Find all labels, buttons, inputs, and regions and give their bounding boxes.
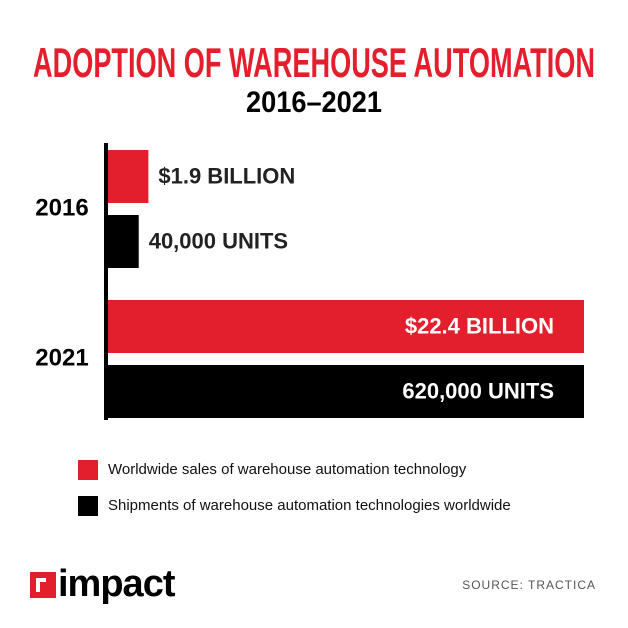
legend-swatch <box>78 496 98 516</box>
legend-label: Worldwide sales of warehouse automation … <box>108 461 467 478</box>
chart-title: ADOPTION OF WAREHOUSE AUTOMATION <box>33 39 595 86</box>
logo: impact <box>30 563 177 605</box>
value-label: $1.9 BILLION <box>158 163 295 188</box>
category-label: 2021 <box>35 344 88 371</box>
bar <box>108 150 149 203</box>
legend-label: Shipments of warehouse automation techno… <box>108 497 511 514</box>
category-label: 2016 <box>35 194 88 221</box>
value-label: 620,000 UNITS <box>402 378 554 403</box>
legend-swatch <box>78 460 98 480</box>
logo-icon <box>30 572 56 598</box>
bar <box>108 365 584 418</box>
value-label: 40,000 UNITS <box>149 228 288 253</box>
bar <box>108 300 584 353</box>
chart-subtitle: 2016–2021 <box>246 86 382 119</box>
logo-text: impact <box>58 563 176 605</box>
logo-icon-mark <box>36 578 46 592</box>
bar <box>108 215 139 268</box>
source: SOURCE: TRACTICA <box>462 578 596 592</box>
value-label: $22.4 BILLION <box>405 313 554 338</box>
